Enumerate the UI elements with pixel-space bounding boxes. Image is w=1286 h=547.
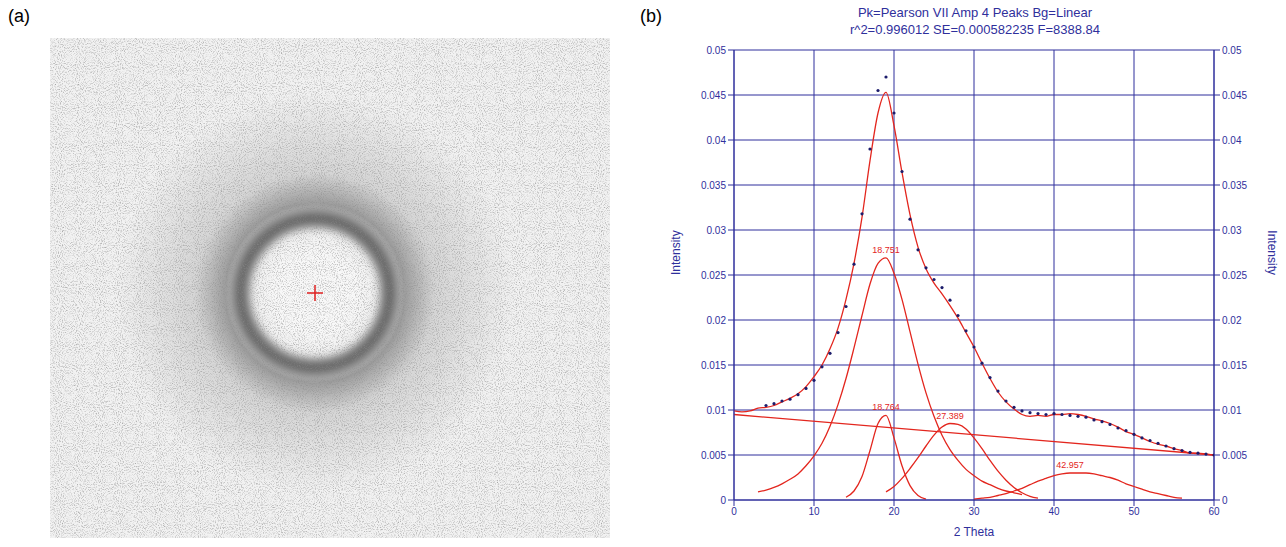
svg-text:0.04: 0.04 (1222, 135, 1242, 146)
svg-text:0.01: 0.01 (707, 405, 727, 416)
svg-text:0: 0 (1222, 495, 1228, 506)
svg-text:18.751: 18.751 (872, 245, 900, 255)
svg-text:42.957: 42.957 (1056, 460, 1084, 470)
html-text:(a): (a) (8, 6, 30, 26)
svg-text:0.05: 0.05 (707, 45, 727, 56)
svg-text:0.02: 0.02 (707, 315, 727, 326)
svg-text:0.005: 0.005 (701, 450, 726, 461)
svg-text:0.015: 0.015 (701, 360, 726, 371)
svg-text:40: 40 (1048, 506, 1060, 517)
html-text:(b): (b) (640, 6, 662, 26)
svg-text:10: 10 (808, 506, 820, 517)
svg-text:60: 60 (1208, 506, 1220, 517)
svg-text:18.764: 18.764 (872, 402, 900, 412)
svg-text:2 Theta: 2 Theta (954, 525, 995, 539)
svg-text:0.05: 0.05 (1222, 45, 1242, 56)
html-text:r^2=0.996012 SE=0.000582235 F=: r^2=0.996012 SE=0.000582235 F=8388.84 (850, 22, 1100, 37)
svg-text:0.03: 0.03 (1222, 225, 1242, 236)
svg-text:0.01: 0.01 (1222, 405, 1242, 416)
svg-text:0.035: 0.035 (1222, 180, 1247, 191)
svg-text:30: 30 (968, 506, 980, 517)
svg-text:0: 0 (731, 506, 737, 517)
svg-text:0.04: 0.04 (707, 135, 727, 146)
svg-text:0.02: 0.02 (1222, 315, 1242, 326)
svg-text:Intensity: Intensity (669, 230, 683, 275)
svg-text:50: 50 (1128, 506, 1140, 517)
svg-text:0.045: 0.045 (701, 90, 726, 101)
svg-text:27.389: 27.389 (936, 411, 964, 421)
svg-text:0: 0 (720, 495, 726, 506)
svg-text:0.03: 0.03 (707, 225, 727, 236)
svg-text:Intensity: Intensity (1265, 230, 1279, 275)
svg-text:0.025: 0.025 (701, 270, 726, 281)
svg-text:0.005: 0.005 (1222, 450, 1247, 461)
svg-text:0.015: 0.015 (1222, 360, 1247, 371)
svg-text:0.025: 0.025 (1222, 270, 1247, 281)
svg-text:0.045: 0.045 (1222, 90, 1247, 101)
svg-text:0.035: 0.035 (701, 180, 726, 191)
html-text:Pk=Pearson VII Amp 4 Peaks Bg=: Pk=Pearson VII Amp 4 Peaks Bg=Linear (857, 5, 1093, 20)
svg-text:20: 20 (888, 506, 900, 517)
